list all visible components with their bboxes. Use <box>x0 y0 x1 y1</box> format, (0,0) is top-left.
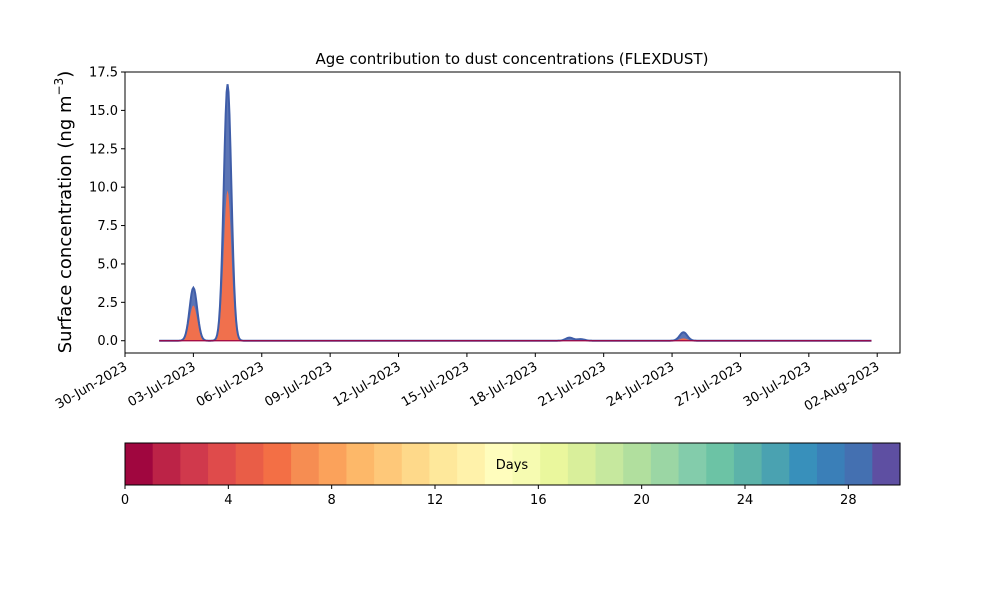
colorbar-segment <box>512 443 541 485</box>
x-tick-label: 24-Jul-2023 <box>604 359 677 410</box>
colorbar <box>125 443 901 485</box>
chart-title: Age contribution to dust concentrations … <box>316 50 709 68</box>
colorbar-label: Days <box>496 458 529 473</box>
colorbar-segment <box>152 443 181 485</box>
colorbar-segment <box>816 443 846 485</box>
y-tick-label: 2.5 <box>97 296 118 311</box>
y-axis: 0.0 2.5 5.0 7.5 10.0 12.5 15.0 17.5 <box>89 66 125 349</box>
x-tick-label: 27-Jul-2023 <box>673 359 746 410</box>
colorbar-segment <box>733 443 763 485</box>
y-tick-label: 0.0 <box>97 334 118 349</box>
colorbar-segment <box>706 443 735 485</box>
colorbar-frame <box>124 442 901 486</box>
colorbar-segment <box>595 443 624 485</box>
y-tick-label: 10.0 <box>89 181 118 196</box>
x-tick-label: 15-Jul-2023 <box>399 359 472 410</box>
x-tick-label: 09-Jul-2023 <box>262 359 335 410</box>
colorbar-segment <box>346 443 375 485</box>
colorbar-tick-label: 24 <box>737 493 754 508</box>
colorbar-tick-label: 8 <box>328 493 336 508</box>
colorbar-segment <box>401 443 431 485</box>
x-tick-label: 12-Jul-2023 <box>331 359 404 410</box>
x-tick-label: 02-Aug-2023 <box>802 359 882 414</box>
y-axis-label: Surface concentration (ng m−3) <box>52 71 76 354</box>
y-tick-label: 7.5 <box>97 219 118 234</box>
colorbar-segment <box>291 443 320 485</box>
colorbar-segment <box>484 443 514 485</box>
y-axis-label-superscript: −3 <box>52 78 66 96</box>
colorbar-segment <box>235 443 264 485</box>
colorbar-tick-label: 28 <box>840 493 857 508</box>
x-tick-label: 30-Jun-2023 <box>53 359 130 412</box>
y-axis-label-close: ) <box>55 71 76 78</box>
plot-frame <box>124 71 901 354</box>
colorbar-segment <box>789 443 818 485</box>
colorbar-segment <box>623 443 652 485</box>
x-axis: 30-Jun-202303-Jul-202306-Jul-202309-Jul-… <box>53 353 882 415</box>
colorbar-tick-label: 0 <box>121 493 129 508</box>
colorbar-segment <box>263 443 292 485</box>
y-tick-label: 17.5 <box>89 66 118 81</box>
colorbar-tick-label: 4 <box>224 493 232 508</box>
colorbar-segment <box>567 443 597 485</box>
series-young-area <box>159 190 872 341</box>
colorbar-tick-label: 20 <box>633 493 650 508</box>
colorbar-segment <box>872 443 901 485</box>
colorbar-segment <box>180 443 209 485</box>
colorbar-segment <box>318 443 348 485</box>
colorbar-segment <box>761 443 790 485</box>
colorbar-tick-label: 16 <box>530 493 547 508</box>
series-total-line <box>159 84 872 342</box>
colorbar-segment <box>374 443 403 485</box>
colorbar-segment <box>844 443 873 485</box>
y-tick-label: 5.0 <box>97 257 118 272</box>
y-tick-label: 12.5 <box>89 142 118 157</box>
series-total-area <box>159 84 872 341</box>
colorbar-segment <box>457 443 486 485</box>
colorbar-segment <box>208 443 237 485</box>
colorbar-segment <box>429 443 458 485</box>
plot-area <box>159 84 872 342</box>
y-axis-label-main: Surface concentration (ng m <box>55 95 76 353</box>
x-tick-label: 06-Jul-2023 <box>194 359 267 410</box>
colorbar-axis: 0 4 8 12 16 20 24 28 <box>121 485 857 508</box>
x-tick-label: 21-Jul-2023 <box>536 359 609 410</box>
colorbar-segment <box>540 443 569 485</box>
x-tick-label: 18-Jul-2023 <box>467 359 540 410</box>
x-tick-label: 03-Jul-2023 <box>126 359 199 410</box>
colorbar-segment <box>650 443 680 485</box>
colorbar-segment <box>125 443 154 485</box>
colorbar-tick-label: 12 <box>427 493 444 508</box>
y-tick-label: 15.0 <box>89 104 118 119</box>
colorbar-segment <box>678 443 707 485</box>
